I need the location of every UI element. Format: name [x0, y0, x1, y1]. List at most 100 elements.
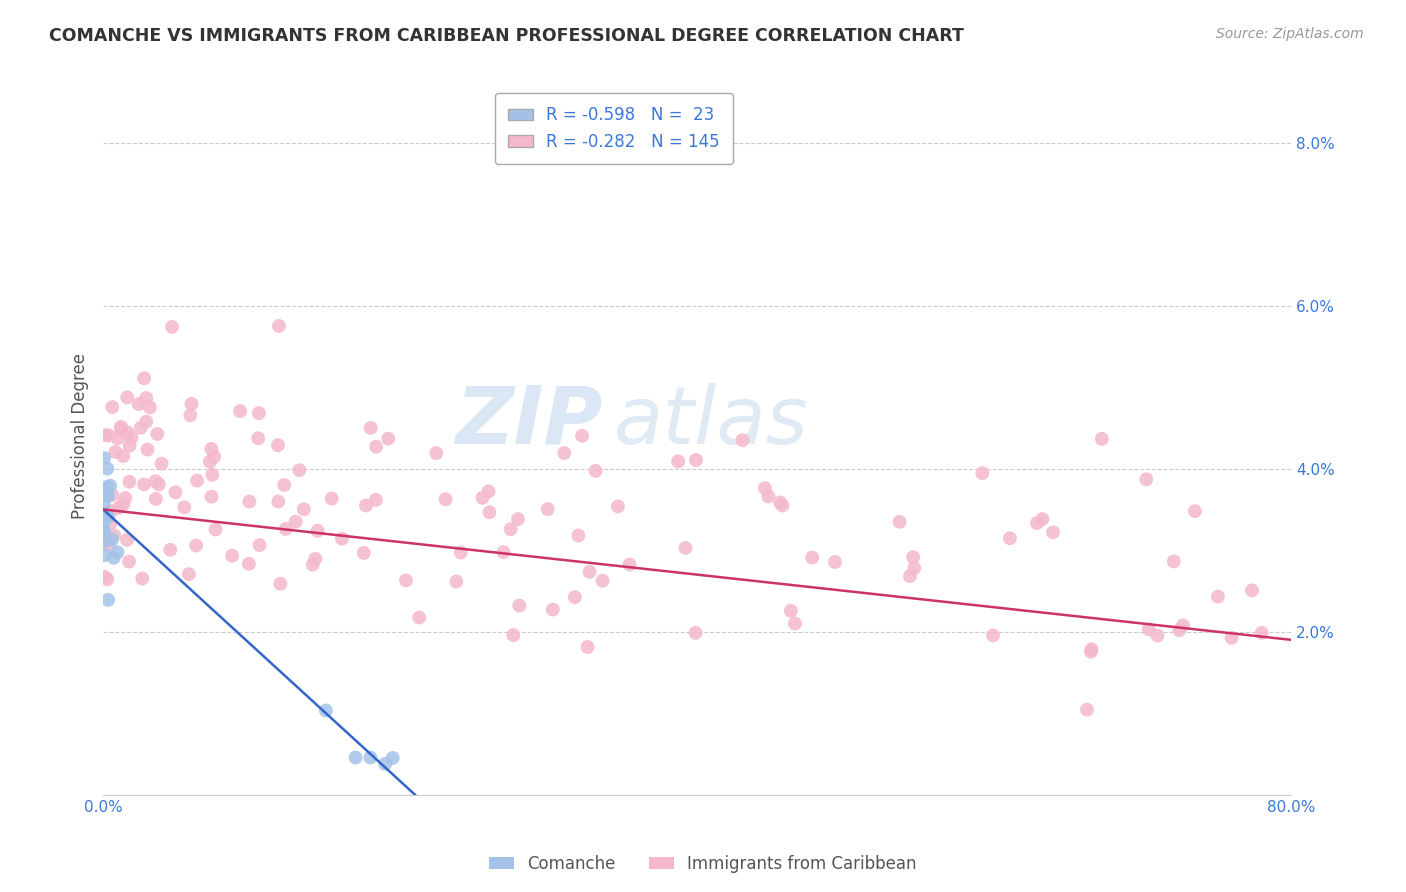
Point — [541, 602, 564, 616]
Text: Source: ZipAtlas.com: Source: ZipAtlas.com — [1216, 27, 1364, 41]
Point — [94, 428, 117, 442]
Point — [779, 604, 801, 618]
Point — [273, 478, 295, 492]
Point — [107, 545, 129, 559]
Point — [145, 491, 167, 506]
Point — [135, 391, 157, 405]
Point — [94, 485, 117, 500]
Point — [173, 500, 195, 515]
Point — [801, 550, 824, 565]
Point — [1026, 516, 1049, 530]
Point — [425, 446, 447, 460]
Point — [184, 539, 207, 553]
Point — [131, 572, 153, 586]
Point — [269, 576, 291, 591]
Point — [146, 427, 169, 442]
Point — [110, 419, 132, 434]
Point — [115, 533, 138, 547]
Point — [576, 640, 599, 654]
Point — [180, 397, 202, 411]
Text: ZIP: ZIP — [454, 383, 602, 461]
Point — [150, 457, 173, 471]
Point — [93, 514, 115, 528]
Point — [1168, 623, 1191, 637]
Point — [675, 541, 697, 555]
Point — [1135, 472, 1157, 486]
Point — [1076, 703, 1098, 717]
Point — [204, 523, 226, 537]
Point — [685, 626, 707, 640]
Point — [110, 423, 132, 437]
Point — [1146, 629, 1168, 643]
Point — [121, 431, 143, 445]
Point — [477, 484, 499, 499]
Point — [344, 750, 367, 764]
Point — [104, 445, 127, 459]
Point — [769, 495, 792, 509]
Point — [134, 371, 156, 385]
Point — [434, 492, 457, 507]
Point — [93, 548, 115, 562]
Point — [1240, 583, 1263, 598]
Point — [571, 429, 593, 443]
Point — [103, 528, 125, 542]
Point — [159, 542, 181, 557]
Point — [824, 555, 846, 569]
Point — [1080, 642, 1102, 657]
Point — [97, 593, 120, 607]
Point — [359, 750, 381, 764]
Point — [247, 406, 270, 420]
Point — [553, 446, 575, 460]
Point — [619, 558, 641, 572]
Point — [249, 538, 271, 552]
Point — [731, 434, 754, 448]
Point — [160, 320, 183, 334]
Point — [307, 524, 329, 538]
Point — [585, 464, 607, 478]
Point — [1163, 554, 1185, 568]
Point — [107, 500, 129, 515]
Point — [567, 528, 589, 542]
Point — [471, 491, 494, 505]
Point — [100, 504, 122, 518]
Point — [284, 515, 307, 529]
Point — [135, 415, 157, 429]
Point — [267, 318, 290, 333]
Point — [97, 489, 120, 503]
Point — [139, 401, 162, 415]
Point — [118, 555, 141, 569]
Point — [177, 567, 200, 582]
Y-axis label: Professional Degree: Professional Degree — [72, 353, 89, 519]
Point — [1031, 512, 1053, 526]
Point — [889, 515, 911, 529]
Point — [97, 509, 120, 524]
Point — [1184, 504, 1206, 518]
Point — [592, 574, 614, 588]
Point — [301, 558, 323, 572]
Point — [508, 599, 530, 613]
Point — [1137, 622, 1160, 636]
Point — [103, 550, 125, 565]
Point — [360, 421, 382, 435]
Point — [1250, 626, 1272, 640]
Point — [903, 561, 925, 575]
Point — [1042, 525, 1064, 540]
Point — [101, 400, 124, 414]
Point — [381, 751, 404, 765]
Point — [304, 551, 326, 566]
Point — [114, 491, 136, 505]
Point — [354, 499, 377, 513]
Point — [93, 525, 115, 540]
Point — [1091, 432, 1114, 446]
Point — [353, 546, 375, 560]
Point — [200, 490, 222, 504]
Point — [93, 451, 115, 466]
Point — [446, 574, 468, 589]
Point — [366, 440, 388, 454]
Point — [377, 432, 399, 446]
Point — [292, 502, 315, 516]
Point — [901, 550, 924, 565]
Point — [666, 454, 689, 468]
Point — [93, 524, 115, 538]
Point — [101, 488, 124, 502]
